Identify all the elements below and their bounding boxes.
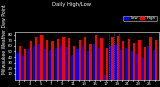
Bar: [155, 40, 157, 80]
Bar: [136, 54, 138, 80]
Bar: [152, 50, 155, 80]
Bar: [60, 45, 62, 80]
Legend: Low, High: Low, High: [123, 16, 157, 21]
Bar: [76, 49, 79, 80]
Bar: [62, 37, 64, 80]
Bar: [131, 52, 133, 80]
Bar: [84, 37, 86, 80]
Bar: [27, 49, 30, 80]
Bar: [93, 44, 95, 80]
Bar: [133, 43, 135, 80]
Bar: [24, 49, 26, 80]
Bar: [120, 50, 122, 80]
Bar: [35, 37, 37, 80]
Bar: [98, 48, 100, 80]
Bar: [73, 46, 75, 80]
Bar: [138, 40, 141, 80]
Bar: [122, 41, 124, 80]
Bar: [57, 39, 59, 80]
Bar: [65, 47, 68, 80]
Bar: [30, 41, 32, 80]
Bar: [111, 37, 114, 80]
Bar: [117, 36, 119, 80]
Bar: [38, 44, 40, 80]
Bar: [79, 40, 81, 80]
Bar: [149, 37, 152, 80]
Bar: [16, 53, 19, 80]
Bar: [104, 75, 106, 80]
Bar: [19, 46, 21, 80]
Bar: [89, 44, 92, 80]
Bar: [106, 48, 108, 80]
Bar: [128, 39, 130, 80]
Bar: [51, 41, 54, 80]
Bar: [22, 56, 24, 80]
Bar: [144, 47, 146, 80]
Bar: [68, 38, 70, 80]
Bar: [49, 50, 51, 80]
Bar: [125, 48, 128, 80]
Bar: [100, 38, 103, 80]
Bar: [142, 58, 144, 80]
Bar: [33, 46, 35, 80]
Bar: [40, 35, 43, 80]
Text: Daily High/Low: Daily High/Low: [52, 2, 92, 7]
Bar: [82, 46, 84, 80]
Bar: [147, 46, 149, 80]
Bar: [46, 40, 48, 80]
Text: Milwaukee Weather Dew Point: Milwaukee Weather Dew Point: [2, 4, 7, 74]
Bar: [55, 48, 57, 80]
Bar: [87, 52, 89, 80]
Bar: [44, 49, 46, 80]
Bar: [71, 55, 73, 80]
Bar: [95, 35, 97, 80]
Bar: [114, 45, 117, 80]
Bar: [109, 46, 111, 80]
